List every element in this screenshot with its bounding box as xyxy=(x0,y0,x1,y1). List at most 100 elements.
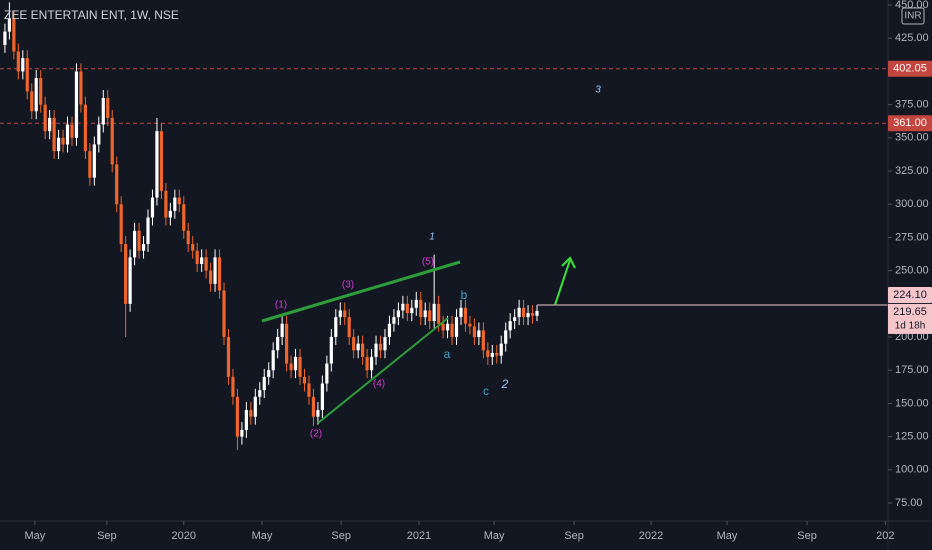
wave-label: (5) xyxy=(422,257,434,268)
y-tick-label: 425.00 xyxy=(895,32,929,44)
last-price-box xyxy=(888,303,932,334)
candle-body xyxy=(7,18,11,32)
y-tick-label: 375.00 xyxy=(895,99,929,111)
candle-body xyxy=(387,323,392,338)
candle-body xyxy=(365,356,369,371)
candle-body xyxy=(298,356,302,377)
candle-body xyxy=(343,310,347,318)
price-line-label: 224.10 xyxy=(893,289,927,301)
candle-body xyxy=(65,124,70,145)
level-label: 361.00 xyxy=(893,117,927,129)
wave-label: (3) xyxy=(342,280,354,291)
candle-body xyxy=(141,244,146,251)
price-line-label-box xyxy=(888,287,932,304)
axes: 450.00425.00375.00350.00325.00300.00275.… xyxy=(24,0,932,542)
candle-body xyxy=(289,363,293,371)
candle-body xyxy=(401,303,405,311)
candle-body xyxy=(513,317,517,322)
candle-body xyxy=(463,307,468,324)
candle-body xyxy=(454,317,459,338)
candle-body xyxy=(74,71,79,138)
candle-body xyxy=(499,343,503,356)
candle-body xyxy=(441,323,445,331)
wave-label: (4) xyxy=(373,379,385,390)
x-tick-label: Sep xyxy=(564,530,584,542)
candle-body xyxy=(521,307,526,318)
x-tick-label: 2022 xyxy=(639,530,663,542)
candle-body xyxy=(200,257,204,264)
candle-body xyxy=(392,317,396,324)
candle-body xyxy=(101,97,105,125)
candle-body xyxy=(43,104,47,132)
x-tick-label: 2021 xyxy=(407,530,431,542)
y-tick-label: 275.00 xyxy=(895,231,929,243)
candle-body xyxy=(173,197,177,211)
candle-body xyxy=(262,376,266,391)
candle-body xyxy=(106,97,110,118)
y-tick-label: 350.00 xyxy=(895,132,929,144)
candle-body xyxy=(177,197,181,205)
candle-body xyxy=(119,204,123,245)
candle-body xyxy=(150,197,155,218)
wave-label: b xyxy=(461,288,468,302)
candle-body xyxy=(39,78,43,105)
trend-line xyxy=(261,260,461,323)
y-tick-label: 300.00 xyxy=(895,198,929,210)
wave-label: (1) xyxy=(275,300,287,311)
candle-body xyxy=(535,310,539,316)
candle-body xyxy=(124,244,128,304)
candle-body xyxy=(378,343,383,351)
candle-body xyxy=(159,131,164,191)
candle-body xyxy=(432,303,436,322)
last-price-label: 219.65 xyxy=(893,306,927,318)
candle-body xyxy=(352,337,356,351)
candle-body xyxy=(79,71,83,105)
y-tick-label: 125.00 xyxy=(895,431,929,443)
candle-body xyxy=(361,343,365,357)
x-tick-label: Sep xyxy=(797,530,817,542)
candle-body xyxy=(472,326,477,338)
candle-body xyxy=(182,204,186,231)
y-tick-label: 175.00 xyxy=(895,364,929,376)
candle-body xyxy=(217,257,222,291)
candle-body xyxy=(92,144,96,178)
candle-body xyxy=(204,257,208,271)
arrow-head xyxy=(561,256,576,269)
candle-body xyxy=(34,78,38,112)
candle-body xyxy=(128,257,132,304)
wave-label: 2 xyxy=(501,377,509,391)
candle-body xyxy=(208,270,213,284)
candle-body xyxy=(61,137,65,145)
currency-label: INR xyxy=(904,11,921,22)
candle-body xyxy=(347,317,351,338)
candle-body xyxy=(16,51,20,72)
y-tick-label: 450.00 xyxy=(895,0,929,11)
wave-label: c xyxy=(483,384,489,398)
plot-area xyxy=(0,2,888,450)
candle-body xyxy=(437,303,441,324)
candle-body xyxy=(276,337,280,351)
candle-body xyxy=(48,117,52,132)
candle-body xyxy=(405,303,409,314)
arrow xyxy=(554,259,571,306)
candle-body xyxy=(481,330,485,351)
candle-body xyxy=(226,337,231,377)
candle-body xyxy=(168,210,172,218)
candle-body xyxy=(235,396,240,437)
candle-body xyxy=(320,383,324,411)
candle-body xyxy=(240,429,244,437)
candle-body xyxy=(271,350,275,371)
y-tick-label: 100.00 xyxy=(895,464,929,476)
candle-body xyxy=(70,124,74,138)
candle-body xyxy=(459,307,463,318)
candle-body xyxy=(146,217,150,245)
candle-body xyxy=(110,117,114,165)
x-tick-label: Sep xyxy=(331,530,351,542)
level-label: 402.05 xyxy=(893,63,927,75)
candle-body xyxy=(374,343,378,357)
candle-body xyxy=(115,164,119,205)
y-tick-label: 75.00 xyxy=(895,497,923,509)
candle-body xyxy=(280,323,284,338)
